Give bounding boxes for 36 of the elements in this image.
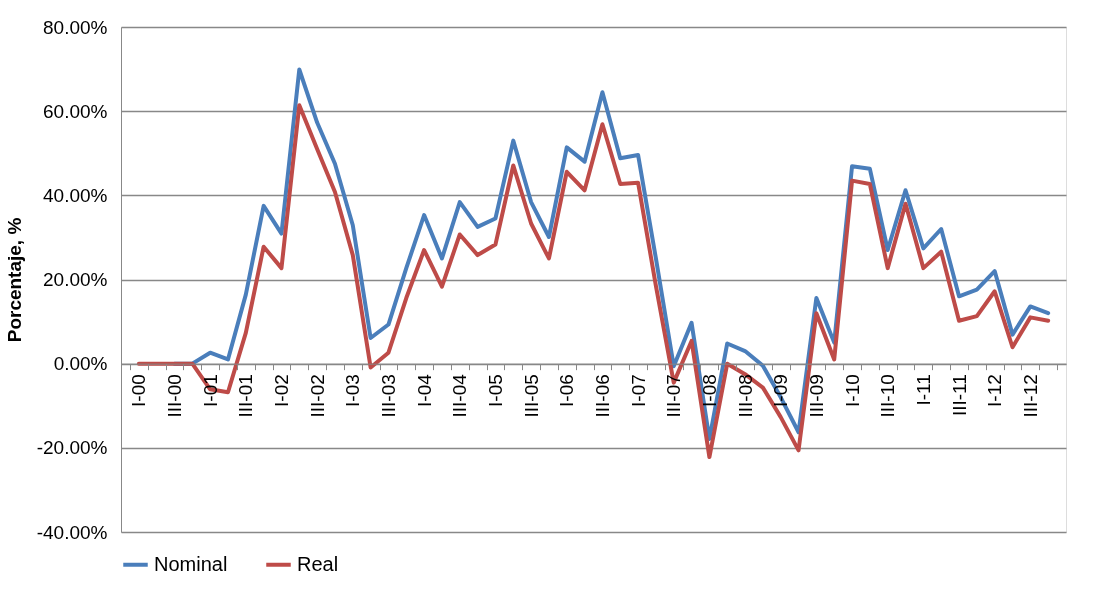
y-tick-label: 20.00%: [43, 269, 108, 290]
x-tick-label: I-05: [484, 374, 506, 407]
x-tick-label: III-10: [877, 374, 899, 418]
y-tick-label: 60.00%: [43, 100, 108, 122]
y-tick-label: 40.00%: [43, 184, 108, 206]
x-tick-label: III-09: [805, 374, 827, 418]
x-tick-label: I-00: [128, 374, 150, 407]
x-tick-label: III-08: [734, 374, 756, 418]
y-tick-label: 0.00%: [53, 353, 108, 375]
x-tick-label: I-08: [698, 374, 720, 407]
y-axis-title: Porcentaje, %: [3, 217, 25, 343]
x-tick-label: III-01: [235, 374, 257, 418]
y-tick-label: 80.00%: [43, 16, 108, 38]
x-tick-label: I-03: [342, 374, 364, 407]
x-tick-label: III-11: [948, 374, 970, 417]
legend-label: Real: [297, 552, 339, 575]
x-tick-label: I-07: [627, 374, 649, 407]
x-tick-label: I-06: [556, 374, 578, 407]
x-tick-label: III-07: [663, 374, 685, 418]
x-tick-label: I-11: [912, 374, 934, 406]
x-tick-label: I-01: [199, 374, 221, 407]
x-tick-label: I-04: [413, 373, 435, 407]
x-tick-label: I-09: [770, 374, 792, 407]
x-tick-label: III-04: [449, 373, 471, 418]
x-tick-label: III-06: [591, 374, 613, 418]
x-tick-label: III-12: [1019, 374, 1041, 418]
x-tick-label: I-10: [841, 374, 863, 407]
x-tick-label: I-02: [270, 374, 292, 407]
x-tick-label: III-05: [520, 374, 542, 418]
y-tick-label: -20.00%: [36, 437, 108, 459]
y-tick-label: -40.00%: [36, 521, 108, 543]
legend-label: Nominal: [154, 552, 228, 575]
x-tick-label: I-12: [984, 374, 1006, 407]
x-tick-label: III-00: [163, 374, 185, 418]
x-tick-label: III-03: [377, 374, 399, 418]
x-tick-label: III-02: [306, 374, 328, 418]
